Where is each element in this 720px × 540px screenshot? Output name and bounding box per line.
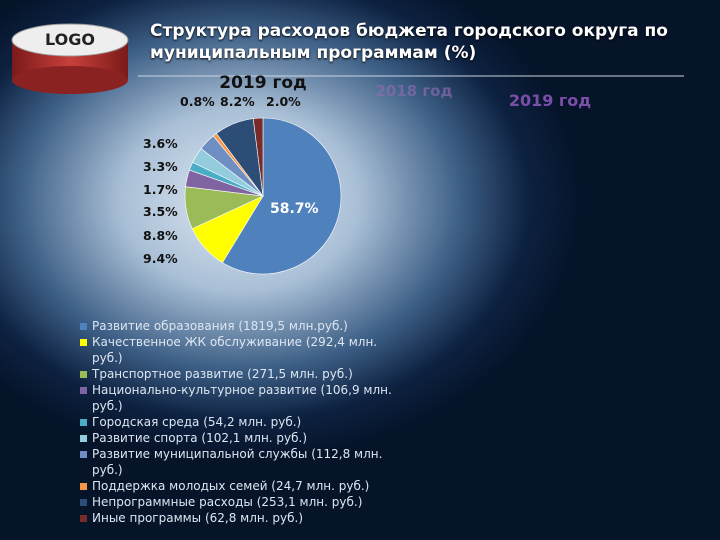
tab: 2019 год [509, 91, 591, 110]
data-label: 0.8% [180, 94, 215, 109]
legend-item: Развитие муниципальной службы (112,8 млн… [80, 446, 410, 478]
legend-label: Развитие образования (1819,5 млн.руб.) [92, 319, 348, 333]
legend-item: Городская среда (54,2 млн. руб.) [80, 414, 410, 430]
logo-icon [11, 23, 129, 94]
data-label: 8.2% [220, 94, 255, 109]
data-label: 3.3% [143, 159, 178, 174]
legend-swatch [80, 499, 87, 506]
legend-item: Непрограммные расходы (253,1 млн. руб.) [80, 494, 410, 510]
legend-label: Качественное ЖК обслуживание (292,4 млн.… [92, 335, 378, 365]
legend-item: Развитие спорта (102,1 млн. руб.) [80, 430, 410, 446]
legend-label: Национально-культурное развитие (106,9 м… [92, 383, 392, 413]
legend-swatch [80, 419, 87, 426]
legend-label: Непрограммные расходы (253,1 млн. руб.) [92, 495, 363, 509]
data-label: 58.7% [270, 201, 319, 217]
legend-item: Национально-культурное развитие (106,9 м… [80, 382, 410, 414]
legend-swatch [80, 515, 87, 522]
legend-label: Транспортное развитие (271,5 млн. руб.) [92, 367, 353, 381]
slide-title: Структура расходов бюджета городского ок… [150, 21, 668, 63]
data-label: 9.4% [143, 251, 178, 266]
data-label: 3.5% [143, 204, 178, 219]
legend-item: Поддержка молодых семей (24,7 млн. руб.) [80, 478, 410, 494]
legend-swatch [80, 435, 87, 442]
legend: Развитие образования (1819,5 млн.руб.) Ка… [80, 318, 410, 526]
pie-slice [222, 117, 342, 275]
pie-slice [252, 117, 264, 197]
tab: 2018 год [375, 82, 452, 100]
legend-item: Иные программы (62,8 млн. руб.) [80, 510, 410, 526]
legend-swatch [80, 387, 87, 394]
data-label: 2.0% [266, 94, 301, 109]
legend-swatch [80, 339, 87, 346]
legend-label: Развитие спорта (102,1 млн. руб.) [92, 431, 308, 445]
data-label: 1.7% [143, 182, 178, 197]
legend-item: Транспортное развитие (271,5 млн. руб.) [80, 366, 410, 382]
logo: LOGO [45, 30, 95, 49]
data-label: 8.8% [143, 228, 178, 243]
legend-label: Поддержка молодых семей (24,7 млн. руб.) [92, 479, 370, 493]
legend-swatch [80, 483, 87, 490]
legend-swatch [80, 451, 87, 458]
legend-item: Качественное ЖК обслуживание (292,4 млн.… [80, 334, 410, 366]
legend-label: Развитие муниципальной службы (112,8 млн… [92, 447, 383, 477]
legend-swatch [80, 323, 87, 330]
data-label: 3.6% [143, 136, 178, 151]
legend-label: Городская среда (54,2 млн. руб.) [92, 415, 302, 429]
legend-label: Иные программы (62,8 млн. руб.) [92, 511, 303, 525]
legend-item: Развитие образования (1819,5 млн.руб.) [80, 318, 410, 334]
legend-swatch [80, 371, 87, 378]
pie-title: 2019 год [219, 73, 307, 93]
